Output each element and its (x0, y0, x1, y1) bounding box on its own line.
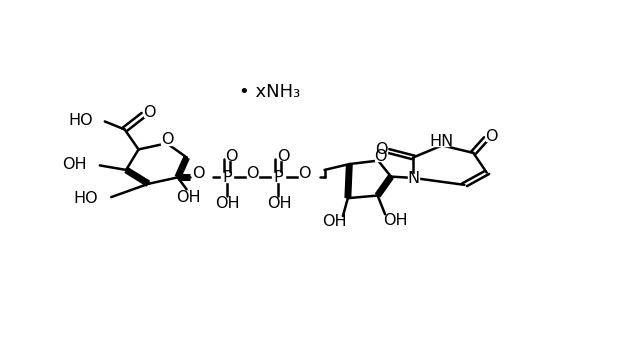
Text: HO: HO (68, 113, 93, 128)
Bar (227, 153, 237, 160)
Text: O: O (161, 132, 174, 147)
Text: OH: OH (176, 190, 200, 205)
Text: O: O (225, 148, 238, 164)
Bar (408, 174, 419, 182)
Text: O: O (192, 166, 205, 181)
Bar (376, 146, 387, 154)
Bar (161, 136, 174, 145)
Text: OH: OH (322, 215, 346, 229)
Bar (300, 170, 310, 178)
Text: O: O (277, 148, 290, 164)
Text: OH: OH (383, 212, 407, 228)
Text: OH: OH (267, 196, 292, 211)
Text: O: O (143, 105, 156, 120)
Text: OH: OH (216, 196, 240, 211)
Bar (374, 153, 385, 161)
Text: HN: HN (429, 134, 453, 149)
Text: O: O (485, 129, 498, 144)
Text: P: P (273, 170, 284, 185)
Text: • xNH₃: • xNH₃ (239, 83, 300, 101)
Bar (221, 173, 233, 182)
Bar (278, 153, 289, 160)
Text: N: N (407, 171, 419, 186)
Bar (272, 173, 285, 182)
Text: HO: HO (74, 191, 99, 206)
Bar (247, 170, 258, 178)
Bar (433, 138, 449, 146)
Text: OH: OH (62, 157, 87, 172)
Text: O: O (375, 142, 387, 157)
Text: O: O (246, 166, 259, 181)
Text: O: O (374, 149, 387, 164)
Bar (193, 170, 204, 178)
Text: O: O (298, 166, 311, 181)
Text: P: P (222, 170, 232, 185)
Bar (144, 109, 155, 117)
Bar (486, 133, 497, 140)
